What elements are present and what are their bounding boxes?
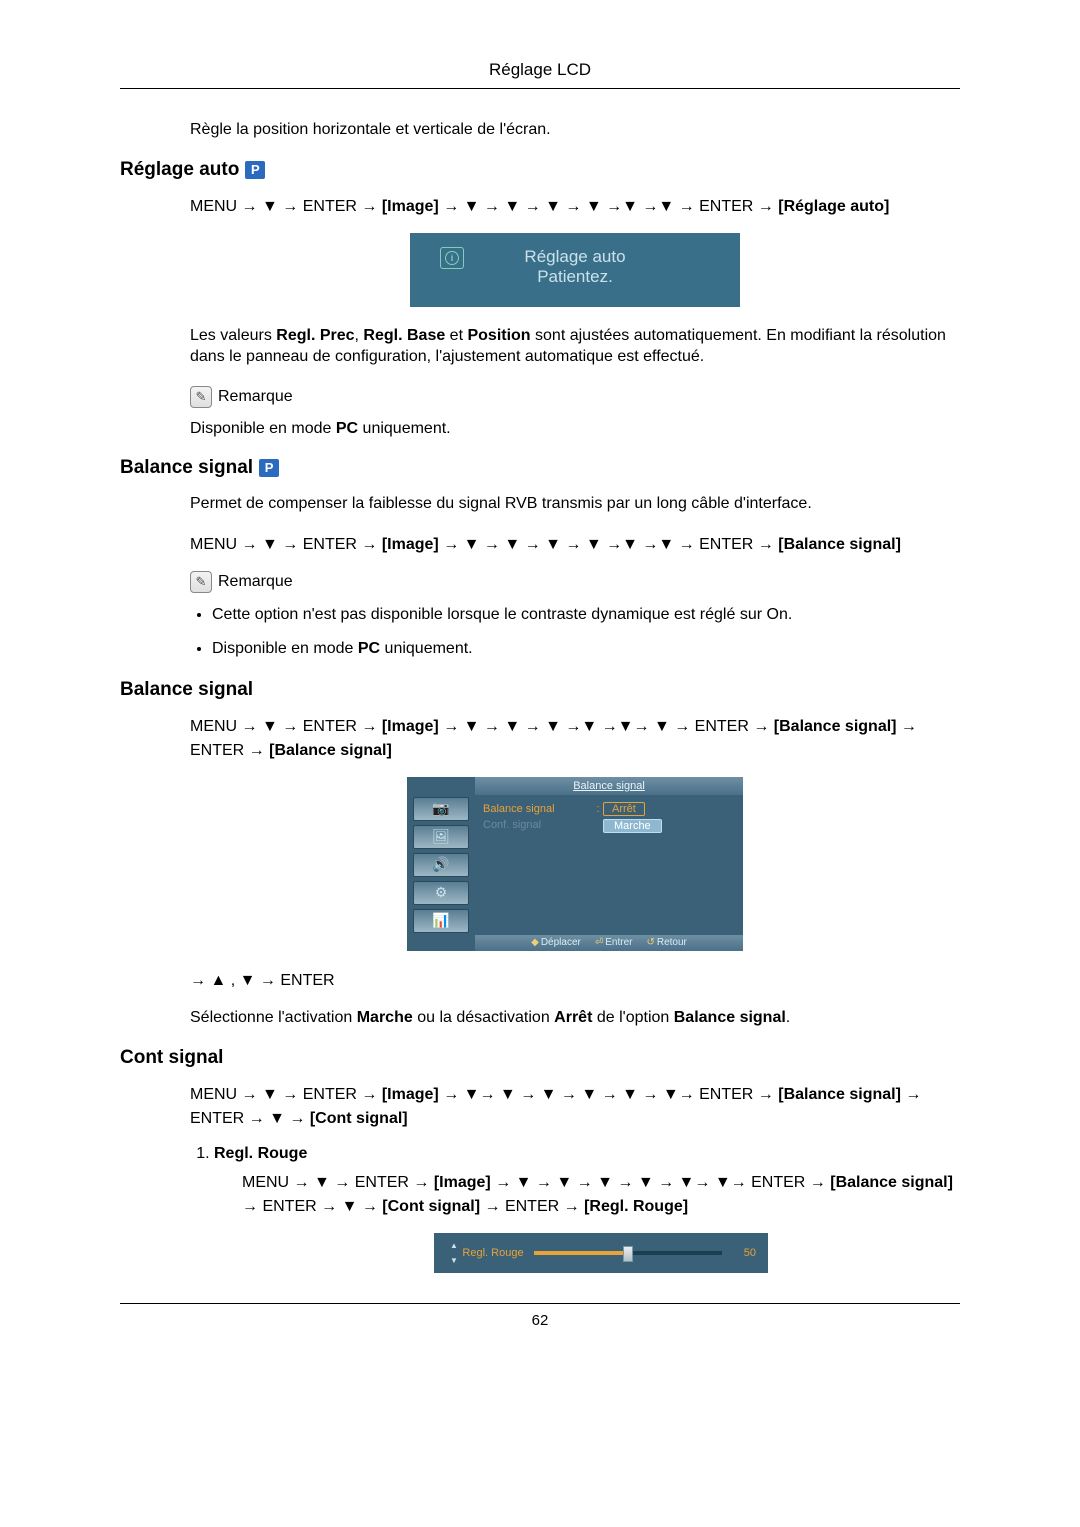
auto-desc: Les valeurs Regl. Prec, Regl. Base et Po… [190, 325, 960, 368]
section-title: Balance signal [120, 457, 253, 479]
info-icon: i [440, 247, 464, 269]
box-line2: Patientez. [420, 267, 730, 287]
osd-icon: 🖼 [413, 825, 469, 849]
slider-image: ▲▼ Regl. Rouge 50 [242, 1233, 960, 1273]
path-bracket: [Balance signal] [778, 536, 901, 553]
path-bracket: [Cont signal] [382, 1198, 480, 1215]
osd-footer: ◆Déplacer ⏎Entrer ↺Retour [475, 935, 743, 951]
path-text: → ▼ → ▼ → ▼ → ▼ → ▼→ ▼→ ENTER → [491, 1174, 830, 1191]
path-text: → ▼ → ▼ → ▼ →▼ →▼→ ▼ → ENTER → [439, 718, 774, 735]
remarque-label: Remarque [218, 573, 293, 591]
osd-icon: ⚙ [413, 881, 469, 905]
slider-label: Regl. Rouge [462, 1247, 524, 1259]
osd-icon: 🔊 [413, 853, 469, 877]
section-balance-signal-2: Balance signal [120, 679, 960, 701]
section-title: Cont signal [120, 1047, 223, 1069]
path-text: → ▼ → ▼ → ▼ → ▼ →▼ →▼ → ENTER → [439, 198, 778, 215]
note-icon: ✎ [190, 386, 212, 408]
path-text: → ▼→ ▼ → ▼ → ▼ → ▼ → ▼→ ENTER → [439, 1086, 778, 1103]
note-icon: ✎ [190, 571, 212, 593]
section-title: Balance signal [120, 679, 253, 701]
nav-after: → ▲ , ▼ → ENTER [190, 969, 960, 993]
path-text: MENU → ▼ → ENTER → [242, 1174, 434, 1191]
osd-icon: 📊 [413, 909, 469, 933]
page-number: 62 [120, 1312, 960, 1329]
bullet-item: Disponible en mode PC uniquement. [212, 637, 960, 661]
osd-icon: 📷 [413, 797, 469, 821]
balsig1-bullets: Cette option n'est pas disponible lorsqu… [190, 603, 960, 661]
p-badge-icon: P [245, 161, 265, 179]
slider-thumb [623, 1246, 633, 1262]
osd-icon-column: 📷 🖼 🔊 ⚙ 📊 [407, 795, 475, 935]
path-text: → ENTER → [480, 1198, 584, 1215]
auto-note: Disponible en mode PC uniquement. [190, 418, 960, 440]
balsig1-desc: Permet de compenser la faiblesse du sign… [190, 493, 960, 515]
path-bracket: [Balance signal] [778, 1086, 901, 1103]
path-bracket: [Image] [382, 536, 439, 553]
osd-row-value: Arrêt [603, 802, 645, 816]
menu-path-cont: MENU → ▼ → ENTER → [Image] → ▼→ ▼ → ▼ → … [190, 1083, 960, 1131]
path-text: MENU → ▼ → ENTER → [190, 536, 382, 553]
osd-image: Balance signal 📷 🖼 🔊 ⚙ 📊 Balance signal … [190, 777, 960, 951]
path-text: MENU → ▼ → ENTER → [190, 1086, 382, 1103]
path-bracket: [Balance signal] [830, 1174, 953, 1191]
box-line1: Réglage auto [420, 247, 730, 267]
path-text: MENU → ▼ → ENTER → [190, 718, 382, 735]
path-text: → ENTER → ▼ → [242, 1198, 382, 1215]
balsig2-desc: Sélectionne l'activation Marche ou la dé… [190, 1007, 960, 1029]
section-title: Réglage auto [120, 159, 239, 181]
menu-path-balsig1: MENU → ▼ → ENTER → [Image] → ▼ → ▼ → ▼ →… [190, 533, 960, 557]
menu-path-auto: MENU → ▼ → ENTER → [Image] → ▼ → ▼ → ▼ →… [190, 195, 960, 219]
cont-list: Regl. Rouge MENU → ▼ → ENTER → [Image] →… [190, 1145, 960, 1273]
remarque-label: Remarque [218, 388, 293, 406]
intro-para: Règle la position horizontale et vertica… [190, 119, 960, 141]
path-bracket: [Image] [382, 1086, 439, 1103]
path-bracket: [Image] [382, 718, 439, 735]
path-bracket: [Réglage auto] [778, 198, 889, 215]
list-item-label: Regl. Rouge [214, 1145, 307, 1162]
top-rule [120, 88, 960, 89]
slider-value: 50 [732, 1247, 756, 1259]
osd-row-label: Balance signal [483, 803, 593, 815]
section-cont-signal: Cont signal [120, 1047, 960, 1069]
section-balance-signal-1: Balance signal P [120, 457, 960, 479]
path-bracket: [Image] [382, 198, 439, 215]
remarque-line: ✎ Remarque [190, 571, 960, 593]
remarque-line: ✎ Remarque [190, 386, 960, 408]
slider-track [534, 1251, 722, 1255]
p-badge-icon: P [259, 459, 279, 477]
path-text: MENU → ▼ → ENTER → [190, 198, 382, 215]
auto-adjust-image: i Réglage auto Patientez. [190, 233, 960, 307]
menu-path-balsig2: MENU → ▼ → ENTER → [Image] → ▼ → ▼ → ▼ →… [190, 715, 960, 763]
path-bracket: [Regl. Rouge] [584, 1198, 688, 1215]
page-header: Réglage LCD [120, 60, 960, 80]
path-bracket: [Cont signal] [310, 1110, 408, 1127]
path-bracket: [Image] [434, 1174, 491, 1191]
osd-selected-value: Marche [603, 819, 662, 833]
menu-path-regl-rouge: MENU → ▼ → ENTER → [Image] → ▼ → ▼ → ▼ →… [242, 1171, 960, 1219]
path-bracket: [Balance signal] [269, 742, 392, 759]
path-text: → ▼ → ▼ → ▼ → ▼ →▼ →▼ → ENTER → [439, 536, 778, 553]
osd-tab-title: Balance signal [475, 777, 743, 795]
osd-row-label: Conf. signal [483, 819, 593, 833]
section-reglage-auto: Réglage auto P [120, 159, 960, 181]
slider-arrows-icon: ▲▼ [446, 1241, 462, 1265]
bullet-item: Cette option n'est pas disponible lorsqu… [212, 603, 960, 627]
bottom-rule [120, 1303, 960, 1304]
path-bracket: [Balance signal] [774, 718, 897, 735]
